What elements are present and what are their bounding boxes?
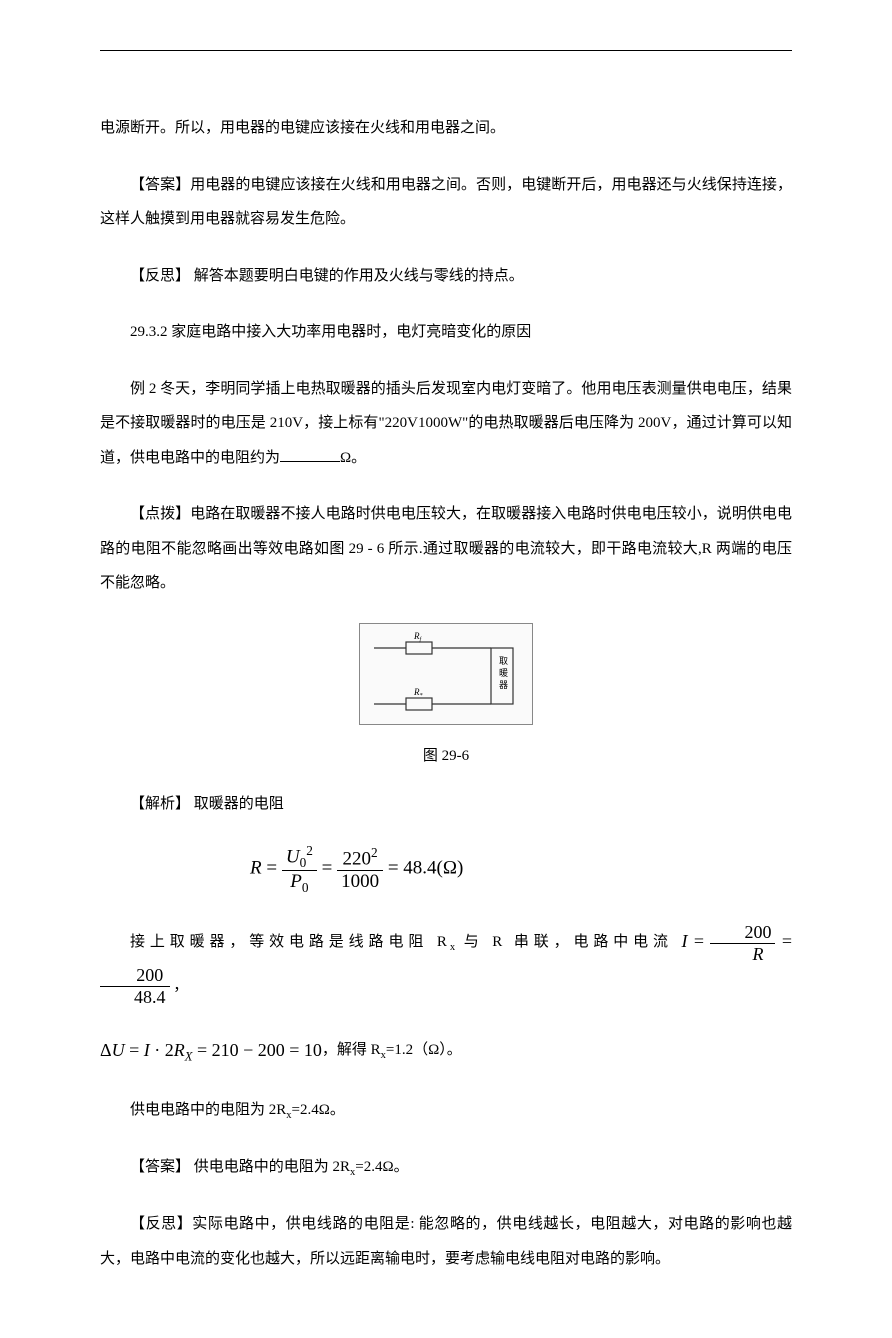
eq-sign: = — [262, 858, 282, 879]
analysis-text: 取暖器的电阻 — [190, 796, 284, 812]
answer-1: 【答案】用电器的电键应该接在火线和用电器之间。否则，电键断开后，用电器还与火线保… — [100, 168, 792, 237]
formula-result: = 48.4(Ω) — [383, 858, 463, 879]
heater-label: 取 — [499, 656, 508, 666]
series-text-a: 接上取暖器，等效电路是线路电阻 R — [130, 934, 450, 950]
example-text-a: 冬天，李明同学插上电热取暖器的插头后发现室内电灯变暗了。他用电压表测量供电电压，… — [100, 381, 792, 466]
analysis-label: 【解析】 — [130, 796, 190, 812]
resistor-r1-label: Rf — [413, 631, 423, 643]
reflection-text: 解答本题要明白电键的作用及火线与零线的持点。 — [190, 268, 524, 284]
var-R: R — [250, 858, 262, 879]
page-content: 电源断开。所以，用电器的电键应该接在火线和用电器之间。 【答案】用电器的电键应该… — [0, 0, 892, 1338]
dianbo-text: 电路在取暖器不接人电路时供电电压较大，在取暖器接入电路时供电电压较小，说明供电电… — [100, 506, 792, 591]
fraction-2: 22021000 — [337, 845, 383, 893]
dianbo: 【点拨】电路在取暖器不接人电路时供电电压较大，在取暖器接入电路时供电电压较小，说… — [100, 497, 792, 601]
svg-text:暖: 暖 — [499, 667, 508, 678]
series-para: 接上取暖器，等效电路是线路电阻 Rx 与 R 串联，电路中电流 I = 200R… — [100, 921, 792, 1007]
answer-label: 【答案】 — [130, 177, 190, 193]
answer-text: 用电器的电键应该接在火线和用电器之间。否则，电键断开后，用电器还与火线保持连接，… — [100, 177, 792, 228]
answer-2: 【答案】 供电电路中的电阻为 2Rx=2.4Ω。 — [100, 1150, 792, 1185]
reflection-1: 【反思】 解答本题要明白电键的作用及火线与零线的持点。 — [100, 259, 792, 294]
answer2-label: 【答案】 — [130, 1159, 190, 1175]
reflection-2: 【反思】实际电路中，供电线路的电阻是: 能忽略的，供电线越长，电阻越大，对电路的… — [100, 1207, 792, 1276]
figure-caption: 图 29-6 — [100, 744, 792, 765]
reflection2-text: 实际电路中，供电线路的电阻是: 能忽略的，供电线越长，电阻越大，对电路的影响也越… — [100, 1216, 792, 1267]
circuit-diagram: Rf R* 取 暖 器 — [359, 623, 533, 725]
example-label: 例 2 — [130, 381, 156, 397]
section-heading: 29.3.2 家庭电路中接入大功率用电器时，电灯亮暗变化的原因 — [100, 315, 792, 350]
top-rule — [100, 50, 792, 51]
example-text-b: Ω。 — [340, 450, 366, 466]
reflection-label: 【反思】 — [130, 268, 190, 284]
reflection2-label: 【反思】 — [130, 1216, 192, 1232]
delta-u-line: ΔU = I · 2RX = 210 − 200 = 10，解得 Rx=1.2（… — [100, 1030, 792, 1072]
resistor-r2-label: R* — [413, 687, 423, 699]
formula-resistance: R = U02P0 = 22021000 = 48.4(Ω) — [100, 843, 792, 895]
example-2: 例 2 冬天，李明同学插上电热取暖器的插头后发现室内电灯变暗了。他用电压表测量供… — [100, 372, 792, 476]
supply-resistance: 供电电路中的电阻为 2Rx=2.4Ω。 — [100, 1093, 792, 1128]
fill-blank — [280, 447, 340, 462]
dianbo-label: 【点拨】 — [130, 506, 190, 522]
svg-text:器: 器 — [499, 680, 508, 690]
para-continuation: 电源断开。所以，用电器的电键应该接在火线和用电器之间。 — [100, 111, 792, 146]
analysis: 【解析】 取暖器的电阻 — [100, 787, 792, 822]
figure-29-6: Rf R* 取 暖 器 — [100, 623, 792, 730]
fraction-1: U02P0 — [282, 843, 317, 895]
formula-delta-u: ΔU = I · 2RX = 210 − 200 = 10 — [100, 1040, 322, 1060]
